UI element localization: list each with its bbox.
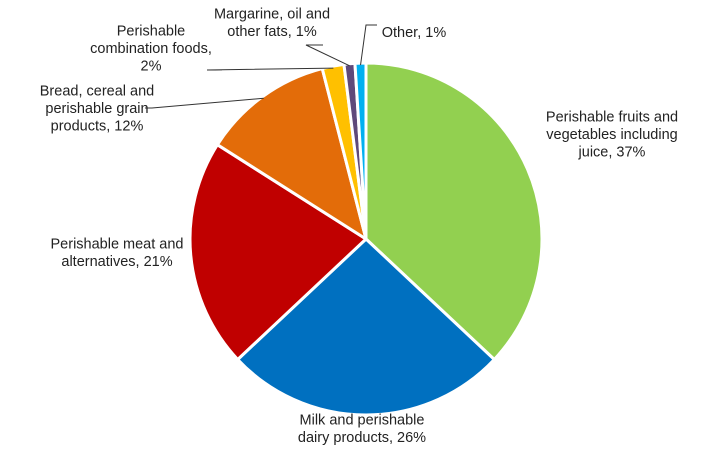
slice-label-line: Perishable fruits and — [546, 110, 678, 126]
leader-line-other — [360, 24, 377, 66]
leader-line-bread-cereal-and-perishable-grain-products — [145, 97, 264, 109]
slice-label-perishable-meat-and-alternatives: Perishable meat and alternatives, 21% — [51, 236, 184, 270]
slice-labels: Perishable fruits and vegetables includin… — [40, 6, 678, 446]
slice-label-line: 2% — [141, 59, 162, 75]
slice-label-line: perishable grain — [45, 101, 148, 117]
slice-label-line: Perishable — [117, 24, 186, 40]
leader-line-margarine-oil-and-other-fats — [305, 44, 350, 67]
slice-label-perishable-fruits-and-vegetables-including-juice: Perishable fruits and vegetables includin… — [546, 110, 678, 161]
slice-label-line: vegetables including — [546, 127, 677, 143]
pie-slice-perishable-meat-and-alternatives — [188, 143, 368, 361]
slice-label-line: Bread, cereal and — [40, 84, 154, 100]
slice-label-line: alternatives, 21% — [61, 254, 172, 270]
pie-slice-milk-and-perishable-dairy-products — [236, 237, 496, 417]
slice-label-line: Margarine, oil and — [214, 6, 330, 22]
slice-label-line: products, 12% — [51, 119, 144, 135]
slice-label-milk-and-perishable-dairy-products: Milk and perishable dairy products, 26% — [298, 412, 426, 446]
slice-label-line: Other, 1% — [382, 25, 447, 41]
slice-label-line: combination foods, — [90, 41, 212, 57]
slice-label-other: Other, 1% — [382, 25, 447, 41]
slice-label-line: juice, 37% — [578, 145, 646, 161]
pie-slice-bread-cereal-and-perishable-grain-products — [215, 67, 368, 241]
pie-slice-perishable-fruits-and-vegetables-including-juice — [364, 61, 544, 361]
pie-slices — [188, 61, 544, 417]
leader-lines — [145, 24, 377, 109]
slice-label-margarine-oil-and-other-fats: Margarine, oil and other fats, 1% — [214, 6, 330, 40]
slice-label-line: Perishable meat and — [51, 236, 184, 252]
slice-label-line: other fats, 1% — [227, 24, 317, 40]
slice-label-bread-cereal-and-perishable-grain-products: Bread, cereal and perishable grain product… — [40, 84, 154, 135]
slice-label-line: dairy products, 26% — [298, 430, 426, 446]
slice-label-line: Milk and perishable — [300, 412, 425, 428]
slice-label-perishable-combination-foods: Perishable combination foods, 2% — [90, 24, 212, 75]
leader-line-perishable-combination-foods — [206, 67, 334, 71]
